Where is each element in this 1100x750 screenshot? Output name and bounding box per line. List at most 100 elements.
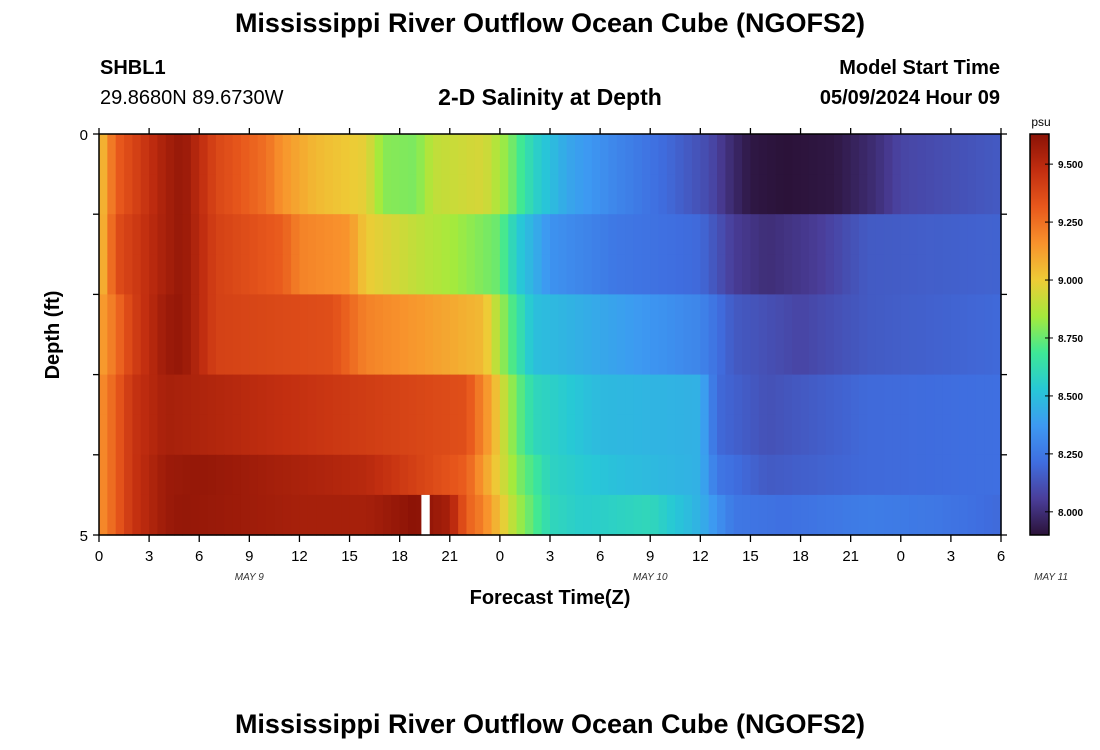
- heatmap-cell: [391, 454, 401, 496]
- heatmap-cell: [859, 374, 868, 416]
- heatmap-cell: [224, 374, 234, 416]
- heatmap-cell: [842, 374, 852, 416]
- heatmap-cell: [357, 174, 367, 215]
- heatmap-cell: [717, 494, 726, 536]
- heatmap-cell: [483, 174, 493, 215]
- heatmap-cell: [583, 214, 593, 255]
- heatmap-cell: [199, 174, 209, 215]
- heatmap-cell: [190, 134, 200, 175]
- heatmap-cell: [399, 334, 409, 376]
- heatmap-cell: [675, 374, 685, 416]
- heatmap-cell: [291, 134, 301, 175]
- heatmap-cell: [416, 414, 426, 456]
- heatmap-cell: [566, 374, 576, 416]
- heatmap-cell: [808, 134, 818, 175]
- model-start-label: Model Start Time: [839, 57, 1000, 79]
- heatmap-cell: [499, 374, 509, 416]
- heatmap-cell: [591, 214, 601, 255]
- missing-data-layer: [421, 494, 430, 535]
- heatmap-cell: [357, 494, 367, 536]
- heatmap-cell: [758, 294, 768, 336]
- heatmap-cell: [207, 174, 217, 215]
- heatmap-cell: [725, 294, 735, 336]
- heatmap-cell: [274, 254, 284, 295]
- heatmap-cell: [508, 254, 518, 295]
- chart-title: 2-D Salinity at Depth: [438, 84, 662, 110]
- heatmap-cell: [700, 494, 710, 536]
- heatmap-cell: [391, 134, 401, 175]
- heatmap-cell: [332, 334, 342, 376]
- heatmap-cell: [332, 454, 342, 496]
- heatmap-cell: [900, 494, 910, 536]
- heatmap-cell: [600, 374, 610, 416]
- heatmap-cell: [466, 414, 476, 456]
- heatmap-cell: [650, 174, 660, 215]
- heatmap-cell: [190, 374, 200, 416]
- heatmap-cell: [533, 374, 543, 416]
- heatmap-cell: [215, 374, 225, 416]
- heatmap-cell: [207, 334, 217, 376]
- heatmap-cell: [750, 414, 760, 456]
- heatmap-cell: [892, 214, 902, 255]
- heatmap-cell: [967, 454, 977, 496]
- heatmap-cell: [307, 214, 317, 255]
- heatmap-cell: [291, 374, 301, 416]
- heatmap-cell: [124, 294, 134, 336]
- heatmap-cell: [140, 414, 150, 456]
- heatmap-cell: [783, 294, 793, 336]
- heatmap-cell: [700, 254, 710, 295]
- heatmap-cell: [867, 414, 877, 456]
- heatmap-cell: [633, 374, 643, 416]
- heatmap-cell: [524, 414, 534, 456]
- heatmap-cell: [115, 374, 125, 416]
- heatmap-cell: [215, 454, 225, 496]
- heatmap-cell: [900, 454, 910, 496]
- heatmap-cell: [950, 334, 960, 376]
- heatmap-cell: [742, 414, 752, 456]
- x-tick-label: 3: [947, 548, 955, 565]
- heatmap-cell: [942, 174, 952, 215]
- heatmap-cell: [190, 294, 200, 336]
- heatmap-cell: [717, 374, 726, 416]
- heatmap-cell: [391, 414, 401, 456]
- heatmap-cell: [608, 454, 618, 496]
- heatmap-cell: [107, 214, 117, 255]
- heatmap-cell: [357, 214, 367, 255]
- heatmap-cell: [967, 334, 977, 376]
- heatmap-cell: [190, 254, 200, 295]
- heatmap-cell: [558, 334, 568, 376]
- heatmap-cell: [683, 494, 693, 536]
- heatmap-cell: [433, 454, 443, 496]
- heatmap-cell: [266, 374, 275, 416]
- heatmap-cell: [850, 374, 860, 416]
- heatmap-cell: [808, 334, 818, 376]
- heatmap-cell: [508, 494, 518, 536]
- heatmap-cell: [625, 134, 635, 175]
- x-tick-label: 21: [842, 548, 859, 565]
- heatmap-cell: [942, 374, 952, 416]
- heatmap-cell: [232, 254, 242, 295]
- heatmap-cell: [575, 454, 585, 496]
- heatmap-cell: [207, 214, 217, 255]
- heatmap-cell: [249, 254, 259, 295]
- heatmap-cell: [257, 454, 267, 496]
- heatmap-cell: [499, 214, 509, 255]
- heatmap-cell: [366, 134, 376, 175]
- heatmap-cell: [483, 334, 493, 376]
- heatmap-cell: [859, 134, 868, 175]
- x-tick-label: 18: [391, 548, 408, 565]
- heatmap-cell: [909, 134, 919, 175]
- heatmap-cell: [800, 374, 810, 416]
- heatmap-cell: [892, 454, 902, 496]
- heatmap-cell: [165, 174, 175, 215]
- heatmap-cell: [341, 174, 351, 215]
- heatmap-cell: [182, 414, 192, 456]
- heatmap-cell: [616, 174, 626, 215]
- heatmap-cell: [491, 254, 501, 295]
- heatmap-cell: [332, 254, 342, 295]
- heatmap-cell: [550, 334, 559, 376]
- heatmap-cell: [750, 174, 760, 215]
- heatmap-cell: [625, 174, 635, 215]
- heatmap-cell: [683, 334, 693, 376]
- heatmap-cell: [483, 294, 493, 336]
